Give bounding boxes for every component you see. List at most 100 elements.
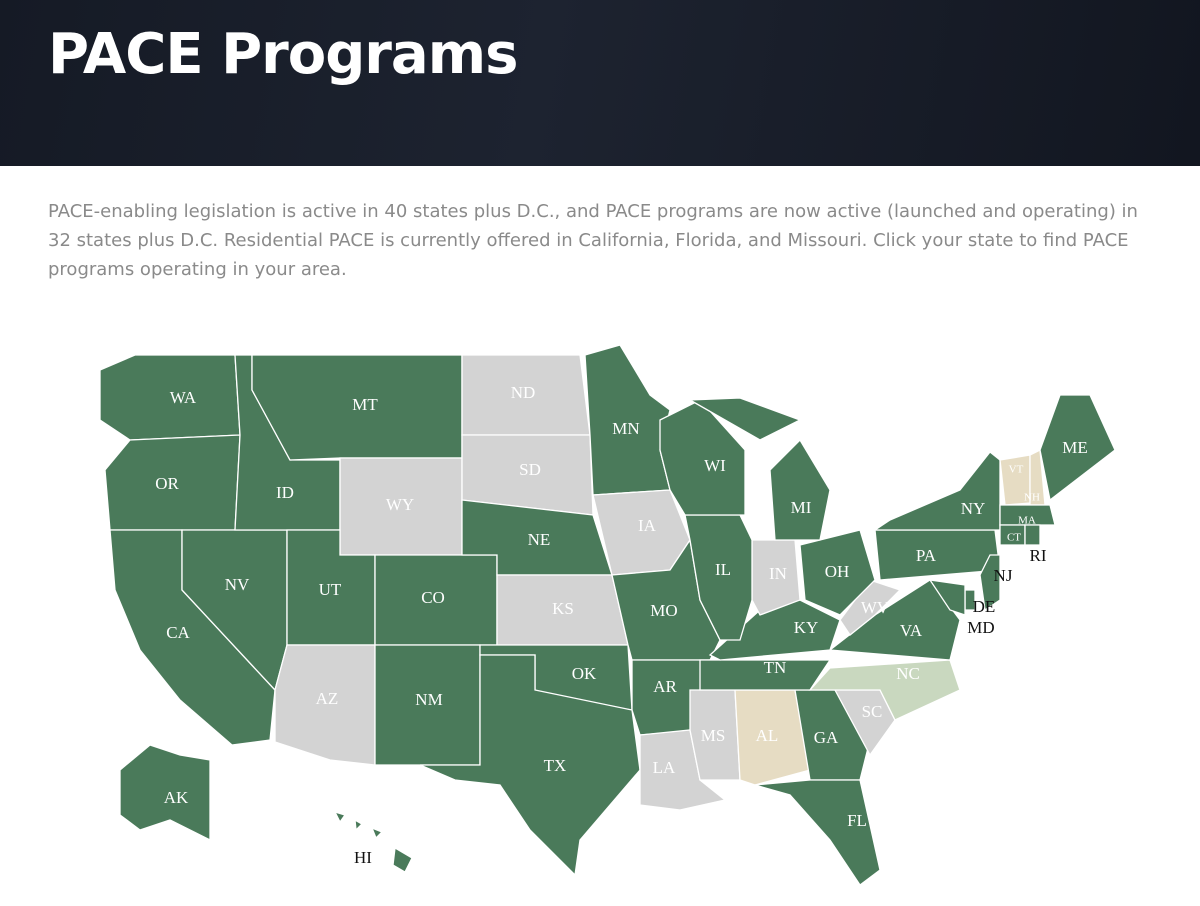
state-shape[interactable] [684, 514, 753, 641]
state-label[interactable]: WV [861, 598, 890, 617]
state[interactable]: AK [119, 744, 211, 842]
state-shape[interactable] [392, 846, 413, 873]
state-label[interactable]: DE [973, 597, 996, 616]
state-label[interactable]: MI [791, 498, 812, 517]
state[interactable]: NC [808, 659, 961, 721]
state-shape[interactable] [1024, 524, 1041, 546]
state-label[interactable]: PA [916, 546, 937, 565]
state-label[interactable]: CO [421, 588, 445, 607]
state-label[interactable]: TN [764, 658, 787, 677]
state[interactable]: MN [584, 344, 671, 496]
state-label[interactable]: FL [847, 811, 867, 830]
state-shape[interactable] [1039, 394, 1116, 502]
state[interactable]: FL [754, 779, 881, 886]
state-label[interactable]: NC [896, 664, 920, 683]
state-shape[interactable] [799, 529, 876, 616]
state-label[interactable]: WY [386, 495, 414, 514]
state[interactable]: GA [794, 689, 871, 781]
state-shape[interactable] [333, 810, 347, 824]
state-label[interactable]: AL [756, 726, 779, 745]
state-label[interactable]: LA [653, 758, 676, 777]
state-label[interactable]: ME [1062, 438, 1088, 457]
state[interactable]: CT [999, 524, 1026, 546]
state-shape[interactable] [370, 826, 384, 840]
state[interactable]: IL [684, 514, 753, 641]
state-shape[interactable] [687, 397, 802, 441]
state[interactable]: SD [461, 434, 594, 516]
state-label[interactable]: OR [155, 474, 179, 493]
state[interactable]: HI [333, 810, 413, 873]
state[interactable]: NJ [979, 554, 1013, 612]
state[interactable]: KS [496, 574, 629, 646]
state[interactable]: MI [687, 397, 831, 541]
state-label[interactable]: NE [528, 530, 551, 549]
state-label[interactable]: ND [511, 383, 536, 402]
state[interactable]: ME [1039, 394, 1116, 502]
state-shape[interactable] [999, 504, 1056, 526]
state[interactable]: DE [964, 589, 996, 616]
state-shape[interactable] [808, 659, 961, 721]
state-label[interactable]: MA [1018, 515, 1036, 527]
state[interactable]: MA [999, 504, 1056, 527]
state[interactable]: WA [99, 354, 241, 441]
state-label[interactable]: IN [769, 564, 787, 583]
state-label[interactable]: SC [862, 702, 883, 721]
state[interactable]: MT [251, 354, 463, 461]
state-label[interactable]: VA [900, 621, 923, 640]
state[interactable]: ND [461, 354, 591, 436]
state-label[interactable]: AK [164, 788, 189, 807]
state-shape[interactable] [419, 654, 641, 877]
state-label[interactable]: MD [967, 618, 994, 637]
state-label[interactable]: WI [704, 456, 726, 475]
state-label[interactable]: MN [612, 419, 639, 438]
state-label[interactable]: NV [225, 575, 250, 594]
state[interactable]: MS [689, 689, 741, 781]
state[interactable]: TN [699, 658, 832, 691]
state-label[interactable]: NY [961, 499, 986, 518]
state-label[interactable]: IA [638, 516, 657, 535]
state-label[interactable]: HI [354, 848, 372, 867]
state-label[interactable]: OH [825, 562, 850, 581]
state-label[interactable]: KY [794, 618, 819, 637]
state-label[interactable]: AZ [316, 689, 339, 708]
state-label[interactable]: MS [701, 726, 726, 745]
state[interactable]: NH [1024, 448, 1046, 506]
state-label[interactable]: GA [814, 728, 839, 747]
state[interactable]: WY [339, 457, 463, 556]
state[interactable]: NM [374, 644, 481, 766]
state-label[interactable]: ID [276, 483, 294, 502]
state[interactable]: MD [928, 579, 995, 637]
state-shape[interactable] [979, 554, 1001, 612]
state[interactable]: NY [872, 451, 1001, 531]
state-shape[interactable] [354, 818, 364, 832]
state-label[interactable]: NJ [994, 566, 1013, 585]
state-label[interactable]: VT [1009, 464, 1024, 476]
state-label[interactable]: CT [1007, 532, 1021, 544]
state-label[interactable]: OK [572, 664, 597, 683]
state-label[interactable]: MT [352, 395, 378, 414]
state-shape[interactable] [754, 779, 881, 886]
state-label[interactable]: NH [1024, 492, 1040, 504]
state[interactable]: IA [592, 489, 691, 576]
state-label[interactable]: MO [650, 601, 677, 620]
state-label[interactable]: RI [1030, 546, 1047, 565]
state-shape[interactable] [119, 744, 211, 842]
state[interactable]: OR [104, 434, 241, 531]
state-shape[interactable] [872, 451, 1001, 531]
state[interactable]: RI [1024, 524, 1047, 565]
state-shape[interactable] [699, 659, 832, 691]
state-label[interactable]: CA [166, 623, 190, 642]
state[interactable]: CO [374, 554, 498, 646]
state[interactable]: AZ [274, 644, 376, 766]
state-shape[interactable] [769, 438, 831, 541]
state-label[interactable]: UT [319, 580, 342, 599]
state-label[interactable]: IL [715, 560, 731, 579]
state-label[interactable]: TX [544, 756, 567, 775]
state-label[interactable]: WA [170, 388, 197, 407]
state[interactable]: TX [419, 654, 641, 877]
state-label[interactable]: SD [519, 460, 541, 479]
state-label[interactable]: KS [552, 599, 574, 618]
state-shape[interactable] [928, 579, 966, 616]
state[interactable]: OH [799, 529, 876, 616]
state-label[interactable]: NM [415, 690, 442, 709]
